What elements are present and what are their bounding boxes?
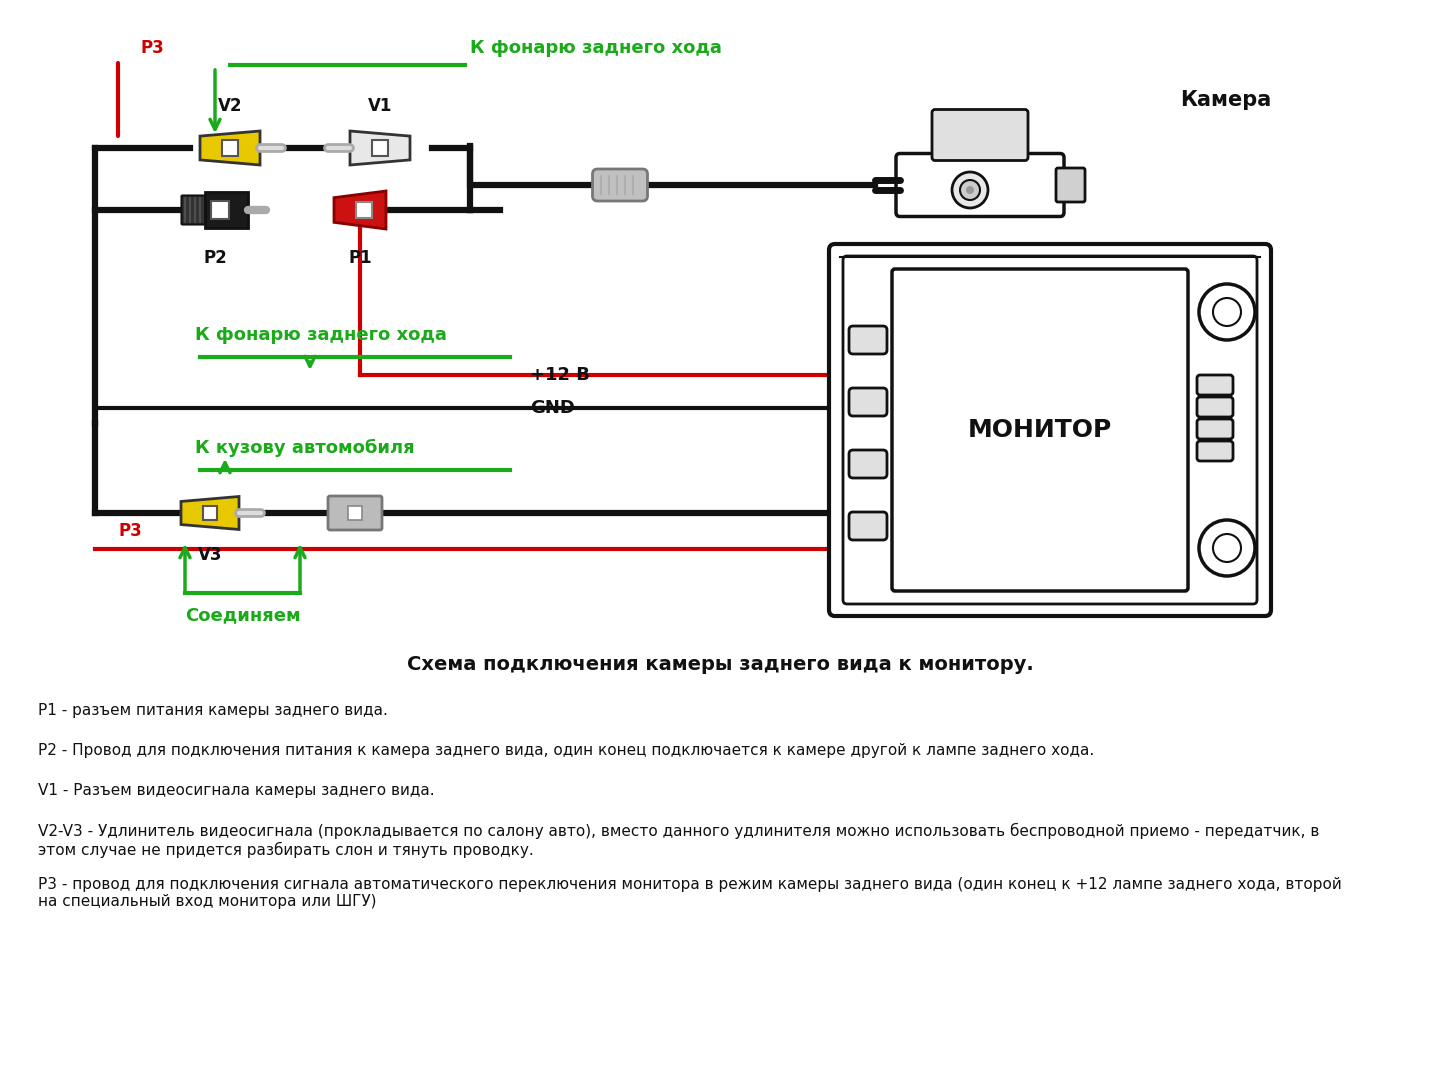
FancyBboxPatch shape bbox=[850, 450, 887, 478]
FancyBboxPatch shape bbox=[1197, 441, 1233, 461]
FancyBboxPatch shape bbox=[1197, 397, 1233, 417]
FancyBboxPatch shape bbox=[328, 496, 382, 530]
Text: V2-V3 - Удлинитель видеосигнала (прокладывается по салону авто), вместо данного : V2-V3 - Удлинитель видеосигнала (проклад… bbox=[37, 823, 1319, 858]
Text: P2 - Провод для подключения питания к камера заднего вида, один конец подключает: P2 - Провод для подключения питания к ка… bbox=[37, 743, 1094, 758]
FancyBboxPatch shape bbox=[850, 326, 887, 354]
Text: +12 В: +12 В bbox=[530, 366, 590, 384]
Circle shape bbox=[966, 187, 973, 194]
Circle shape bbox=[1200, 520, 1256, 576]
Circle shape bbox=[1200, 284, 1256, 340]
FancyBboxPatch shape bbox=[592, 169, 648, 202]
Text: P2: P2 bbox=[203, 249, 228, 267]
Text: V1 - Разъем видеосигнала камеры заднего вида.: V1 - Разъем видеосигнала камеры заднего … bbox=[37, 783, 435, 798]
FancyBboxPatch shape bbox=[896, 153, 1064, 217]
Polygon shape bbox=[181, 496, 239, 530]
FancyBboxPatch shape bbox=[932, 109, 1028, 161]
Text: Схема подключения камеры заднего вида к монитору.: Схема подключения камеры заднего вида к … bbox=[406, 655, 1034, 674]
Text: P3: P3 bbox=[140, 39, 164, 57]
Text: К фонарю заднего хода: К фонарю заднего хода bbox=[469, 39, 721, 57]
FancyBboxPatch shape bbox=[1197, 375, 1233, 394]
FancyBboxPatch shape bbox=[842, 256, 1257, 604]
Circle shape bbox=[1212, 298, 1241, 326]
Circle shape bbox=[960, 180, 981, 200]
Text: Камера: Камера bbox=[1179, 90, 1272, 110]
FancyBboxPatch shape bbox=[829, 244, 1272, 616]
FancyBboxPatch shape bbox=[891, 269, 1188, 591]
Bar bbox=[348, 506, 363, 520]
Text: P3 - провод для подключения сигнала автоматического переключения монитора в режи: P3 - провод для подключения сигнала авто… bbox=[37, 877, 1342, 909]
FancyBboxPatch shape bbox=[222, 140, 238, 155]
Circle shape bbox=[1212, 534, 1241, 562]
Text: К фонарю заднего хода: К фонарю заднего хода bbox=[194, 326, 446, 344]
Text: МОНИТОР: МОНИТОР bbox=[968, 418, 1112, 442]
Text: V2: V2 bbox=[217, 96, 242, 115]
Bar bbox=[210, 202, 229, 219]
Polygon shape bbox=[200, 131, 261, 165]
FancyBboxPatch shape bbox=[181, 195, 206, 224]
Text: GND: GND bbox=[530, 399, 575, 417]
FancyBboxPatch shape bbox=[1197, 419, 1233, 440]
FancyBboxPatch shape bbox=[373, 140, 387, 155]
Text: V3: V3 bbox=[197, 546, 222, 564]
FancyBboxPatch shape bbox=[1056, 168, 1084, 202]
Polygon shape bbox=[350, 131, 410, 165]
Text: P1: P1 bbox=[348, 249, 372, 267]
Text: Соединяем: Соединяем bbox=[184, 606, 301, 624]
Text: P1 - разъем питания камеры заднего вида.: P1 - разъем питания камеры заднего вида. bbox=[37, 703, 387, 718]
Text: P3: P3 bbox=[118, 522, 141, 540]
FancyBboxPatch shape bbox=[204, 192, 248, 228]
FancyBboxPatch shape bbox=[203, 506, 217, 520]
FancyBboxPatch shape bbox=[850, 512, 887, 540]
FancyBboxPatch shape bbox=[356, 202, 372, 218]
FancyBboxPatch shape bbox=[850, 388, 887, 416]
Text: К кузову автомобиля: К кузову автомобиля bbox=[194, 438, 415, 457]
Polygon shape bbox=[334, 191, 386, 229]
Text: V1: V1 bbox=[367, 96, 392, 115]
Circle shape bbox=[952, 172, 988, 208]
